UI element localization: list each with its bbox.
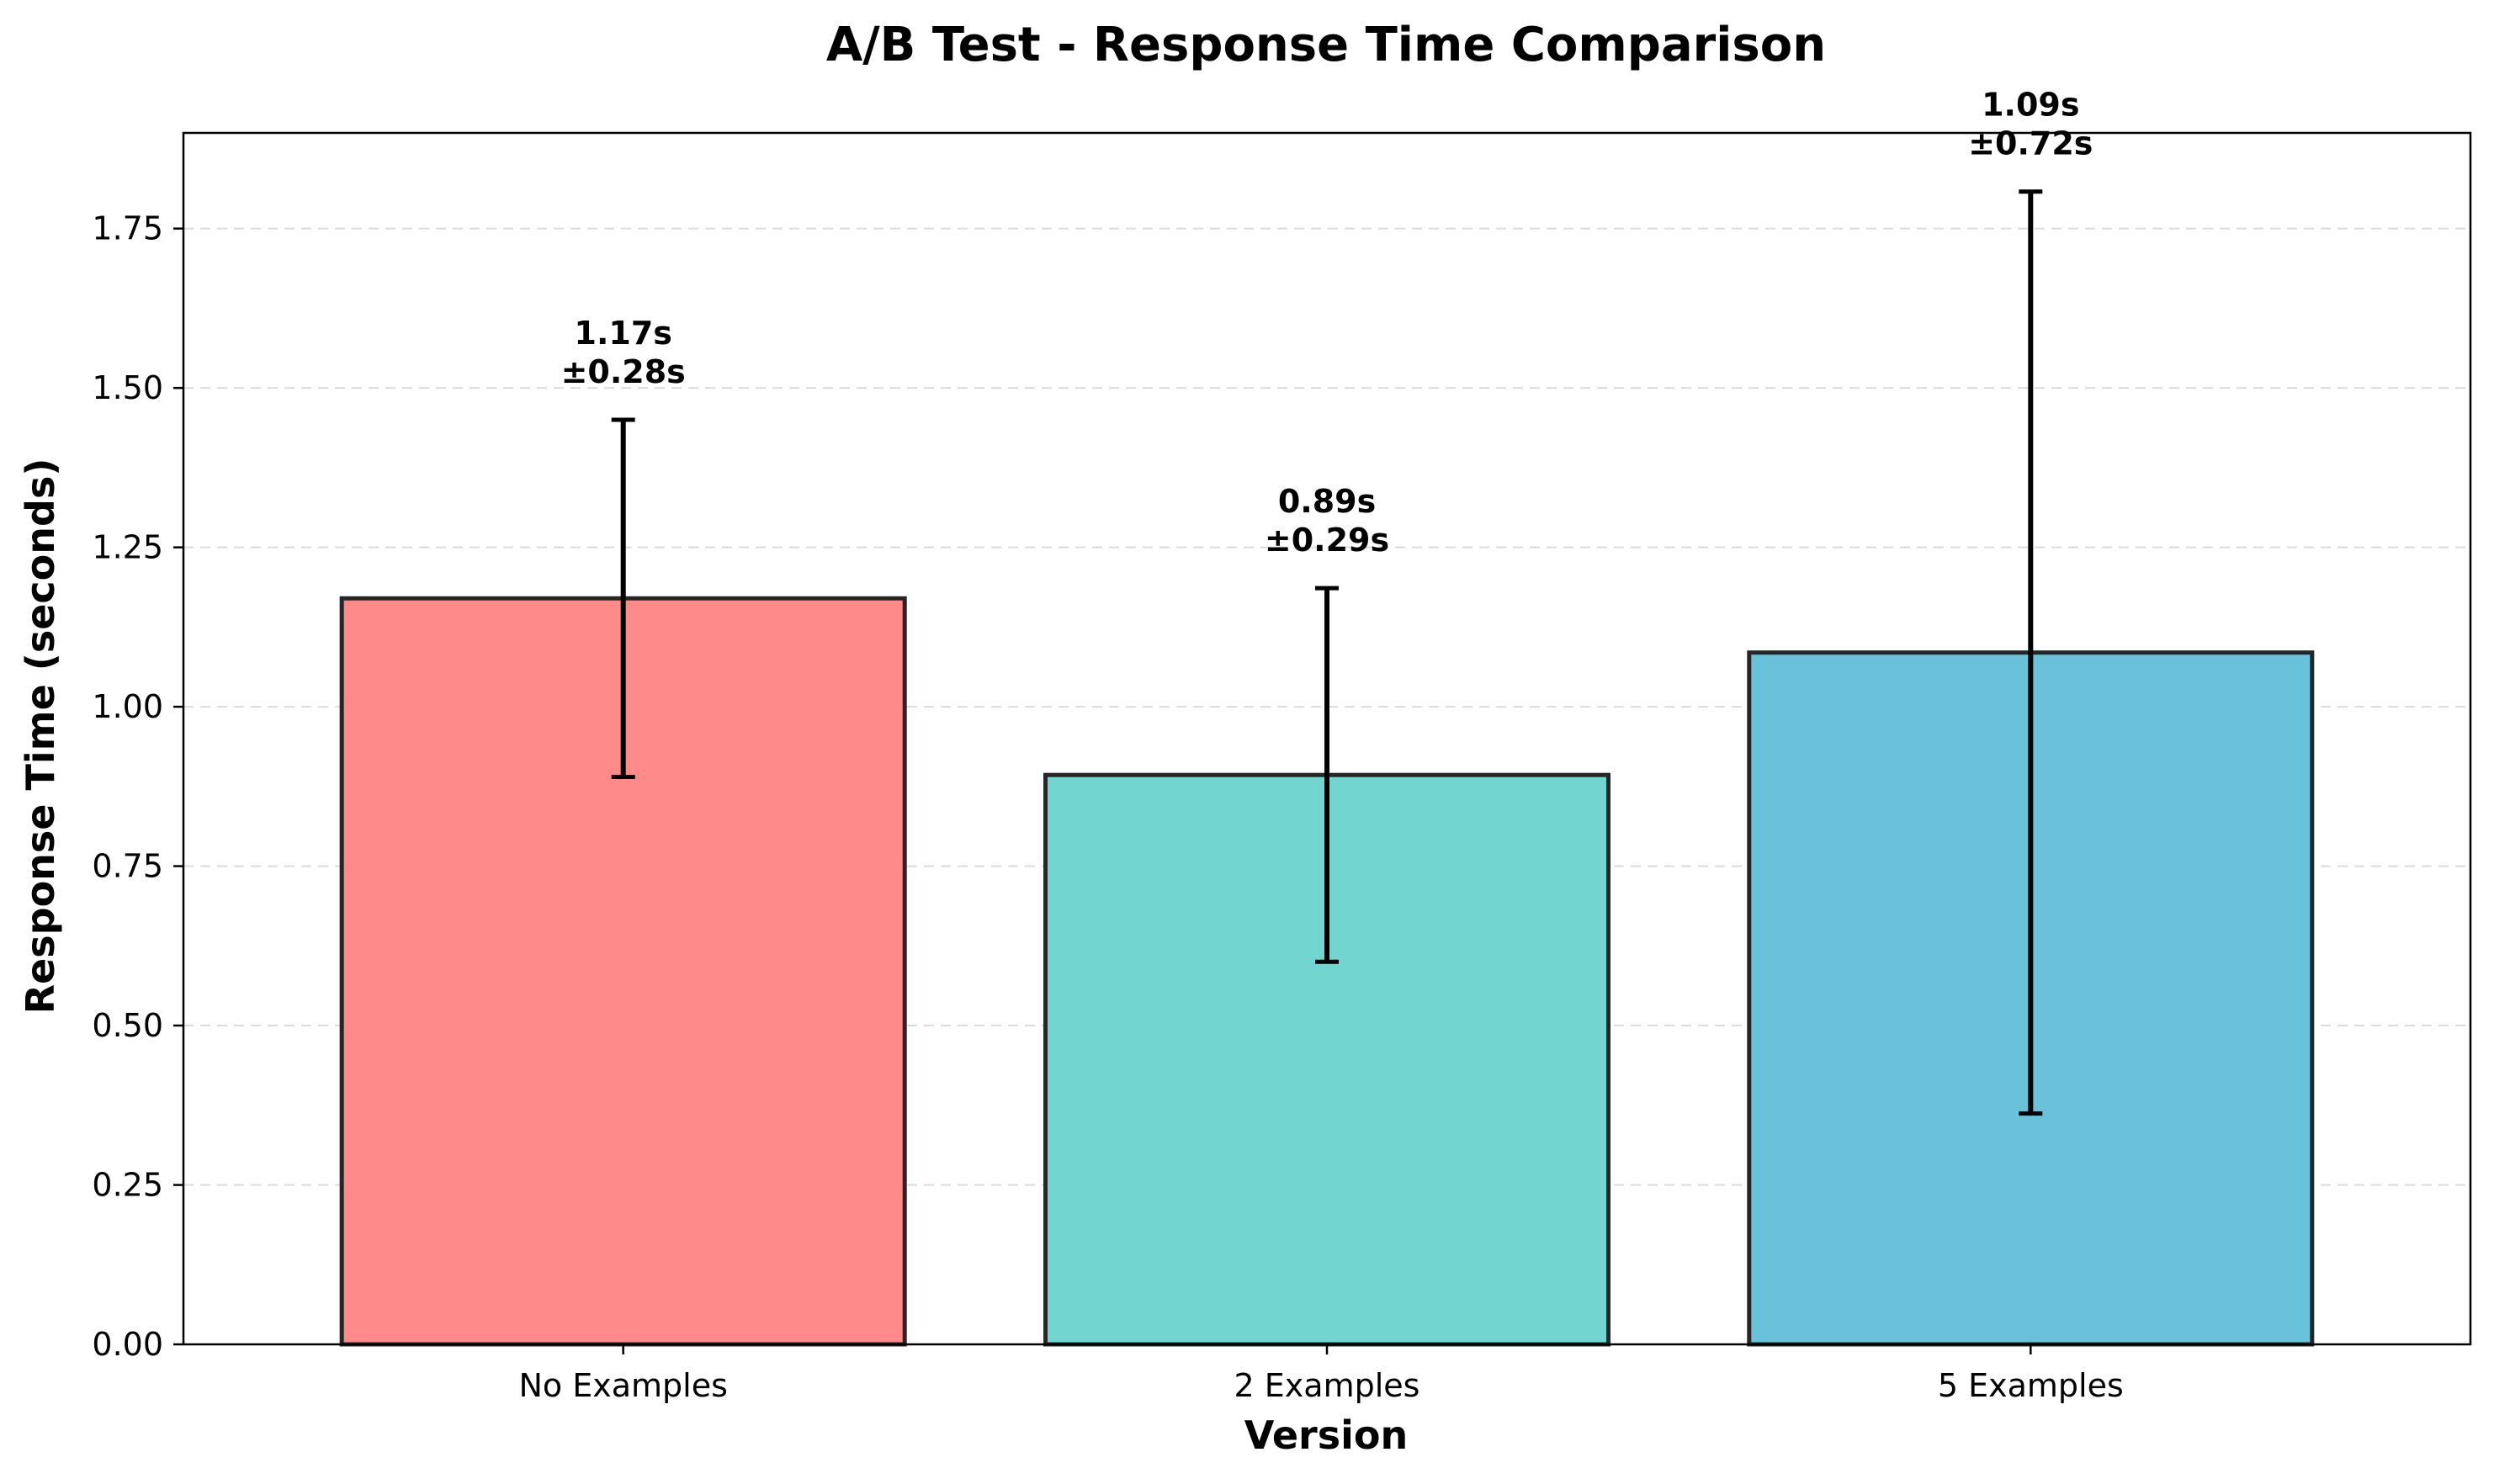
error-label: ±0.29s [1265, 522, 1389, 559]
y-axis-label: Response Time (seconds) [18, 458, 63, 1015]
value-label: 0.89s [1278, 483, 1376, 520]
value-label: 1.17s [575, 315, 672, 352]
x-tick-label: 2 Examples [1234, 1367, 1420, 1404]
y-tick-label: 0.25 [92, 1167, 163, 1204]
y-tick-label: 1.00 [92, 688, 163, 725]
error-label: ±0.28s [561, 353, 686, 390]
x-tick-label: 5 Examples [1938, 1367, 2124, 1404]
y-tick-label: 0.50 [92, 1007, 163, 1044]
error-label: ±0.72s [1968, 125, 2093, 162]
x-axis-label: Version [1244, 1412, 1408, 1458]
data-labels: 1.17s±0.28s 0.89s±0.29s 1.09s±0.72s [561, 87, 2093, 559]
chart-title: A/B Test - Response Time Comparison [826, 18, 1826, 72]
error-bars [611, 189, 2043, 1116]
x-axis-ticks: No Examples 2 Examples 5 Examples [518, 1344, 2124, 1404]
y-tick-label: 0.75 [92, 848, 163, 885]
value-label: 1.09s [1982, 87, 2079, 124]
y-tick-label: 1.75 [92, 210, 163, 247]
y-axis-ticks: 0.00 0.25 0.50 0.75 1.00 1.25 1.50 1.75 [92, 210, 183, 1363]
x-tick-label: No Examples [518, 1367, 727, 1404]
y-tick-label: 1.50 [92, 369, 163, 406]
y-tick-label: 0.00 [92, 1326, 163, 1363]
y-tick-label: 1.25 [92, 529, 163, 566]
